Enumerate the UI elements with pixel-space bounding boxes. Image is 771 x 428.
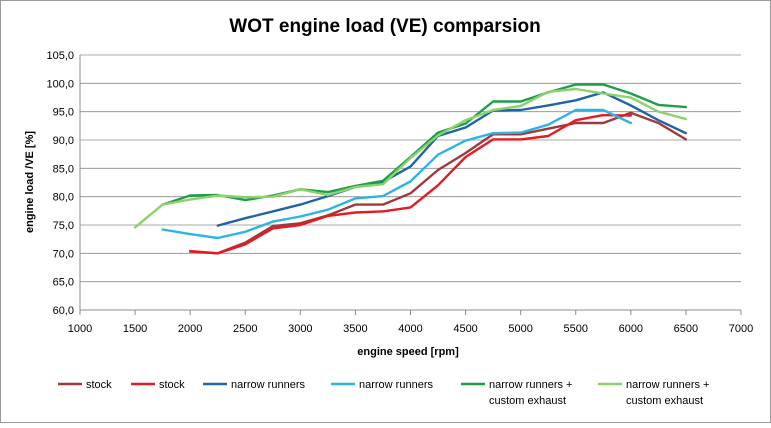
legend-label-5: narrow runners + (489, 379, 572, 391)
series-line-1 (188, 111, 688, 255)
legend: stock stock narrow runners narrow runners na… (58, 379, 709, 407)
x-tick-label: 7000 (729, 323, 753, 335)
x-tick-label: 4000 (398, 323, 422, 335)
x-tick-label: 6500 (674, 323, 698, 335)
y-tick-label: 70,0 (53, 248, 74, 260)
x-tick-label: 3500 (343, 323, 367, 335)
legend-label-3: narrow runners (231, 379, 305, 391)
legend-label-5-line2: custom exhaust (489, 395, 566, 407)
y-tick-label: 100,0 (46, 78, 74, 90)
y-tick-label: 80,0 (53, 192, 74, 204)
y-tick-label: 95,0 (53, 107, 74, 119)
y-tick-label: 90,0 (53, 135, 74, 147)
legend-label-4: narrow runners (359, 379, 433, 391)
y-axis-label: engine load /VE [%] (24, 131, 36, 233)
y-tick-label: 65,0 (53, 277, 74, 289)
series-line-5 (161, 83, 688, 206)
series-line-2 (188, 113, 632, 255)
legend-label-1: stock (86, 379, 112, 391)
x-tick-label: 2000 (178, 323, 202, 335)
x-tick-label: 5000 (508, 323, 532, 335)
x-tick-label: 6000 (619, 323, 643, 335)
axis-layer: 60,0 65,0 70,0 75,0 80,0 85,0 90,0 95,0 100,0 105… (46, 50, 753, 335)
y-tick-label: 85,0 (53, 163, 74, 175)
legend-label-6-line2: custom exhaust (626, 395, 703, 407)
x-tick-label: 4500 (453, 323, 477, 335)
legend-label-2: stock (159, 379, 185, 391)
x-tick-label: 3000 (288, 323, 312, 335)
y-tick-label: 105,0 (46, 50, 74, 62)
x-tick-label: 1000 (68, 323, 92, 335)
legend-label-6: narrow runners + (626, 379, 709, 391)
y-tick-label: 60,0 (53, 305, 74, 317)
x-tick-label: 5500 (564, 323, 588, 335)
series-layer (133, 83, 688, 255)
chart-title: WOT engine load (VE) comparsion (229, 16, 540, 37)
y-tick-label: 75,0 (53, 220, 74, 232)
series-line-4 (161, 108, 632, 240)
x-axis-label: engine speed [rpm] (357, 346, 459, 358)
x-tick-label: 1500 (123, 323, 147, 335)
x-tick-label: 2500 (233, 323, 257, 335)
series-line-6 (133, 87, 688, 229)
